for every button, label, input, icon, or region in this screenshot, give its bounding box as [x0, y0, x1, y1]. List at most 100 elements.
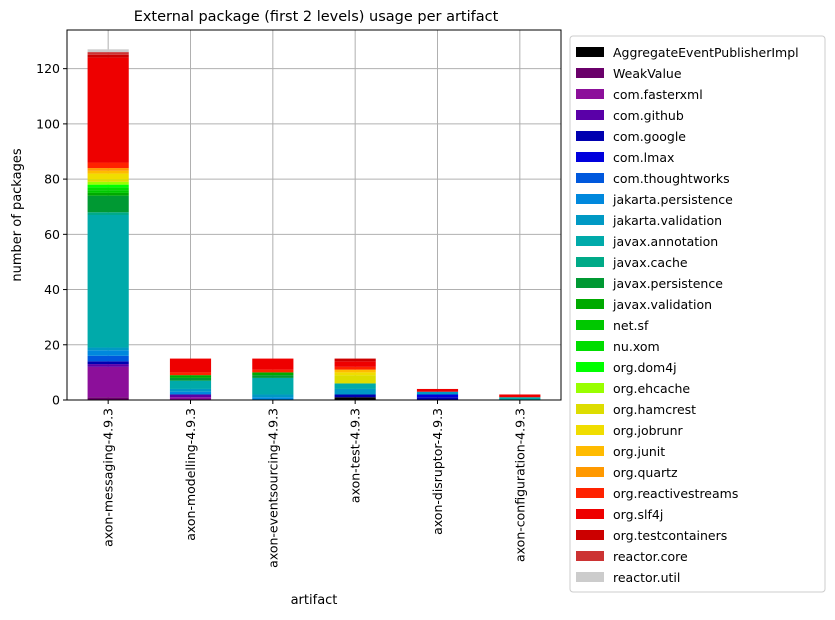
y-tick-label: 0 [52, 393, 60, 408]
legend-label: org.hamcrest [613, 402, 696, 417]
legend-label: javax.annotation [612, 234, 718, 249]
x-axis-label: artifact [291, 593, 338, 608]
x-tick-label: axon-test-4.9.3 [348, 408, 363, 503]
legend-swatch [576, 89, 604, 99]
legend-label: com.google [613, 129, 686, 144]
bar-segment [416, 394, 459, 398]
legend-swatch [576, 341, 604, 351]
legend-label: AggregateEventPublisherImpl [613, 45, 799, 60]
bar-segment [169, 358, 212, 373]
bar-segment [252, 397, 294, 400]
legend-swatch [576, 467, 604, 477]
bar-segment [87, 355, 129, 362]
bar-segment [499, 397, 541, 400]
legend-swatch [576, 404, 604, 414]
x-tick-label: axon-configuration-4.9.3 [512, 408, 527, 562]
bar-segment [87, 195, 129, 213]
bar-segment [169, 372, 212, 376]
legend-swatch [576, 488, 604, 498]
bar-segment [334, 394, 376, 398]
bar-segment [87, 168, 129, 171]
chart-title: External package (first 2 levels) usage … [134, 9, 499, 25]
y-tick-label: 100 [36, 116, 60, 131]
bar-segment [87, 57, 129, 163]
y-tick-label: 60 [44, 227, 60, 242]
legend-box [569, 35, 826, 593]
bar-segment [334, 361, 376, 367]
bar-segment [334, 358, 376, 362]
bar-segment [416, 391, 459, 395]
bar-segment [334, 366, 376, 370]
bar-segment [334, 388, 376, 395]
legend-swatch [576, 530, 604, 540]
bar-segment [334, 397, 376, 400]
bar-segment [416, 397, 459, 400]
bar-segment [87, 170, 129, 174]
x-tick-label: axon-eventsourcing-4.9.3 [265, 408, 280, 568]
legend-swatch [576, 362, 604, 372]
legend-label: com.fasterxml [613, 87, 703, 102]
bar-segment [334, 372, 376, 376]
legend-swatch [576, 173, 604, 183]
x-tick-label: axon-modelling-4.9.3 [183, 408, 198, 541]
bar-segment [169, 391, 212, 395]
legend-swatch [576, 320, 604, 330]
legend-swatch [576, 257, 604, 267]
bar-segment [252, 372, 294, 376]
bar-segment [252, 358, 294, 370]
x-axis: axon-messaging-4.9.3 axon-modelling-4.9.3… [101, 400, 527, 568]
bar-segment [87, 350, 129, 356]
legend-swatch [576, 110, 604, 120]
bar-segment [87, 54, 129, 58]
y-tick-label: 80 [44, 172, 60, 187]
bar-segment [334, 383, 376, 389]
bar-segment [169, 377, 212, 381]
bar-segment [87, 366, 129, 398]
bar-segment [252, 375, 294, 378]
legend-swatch [576, 278, 604, 288]
legend-label: org.junit [613, 444, 665, 459]
legend-swatch [576, 383, 604, 393]
legend-swatch [576, 215, 604, 225]
legend-swatch [576, 68, 604, 78]
legend-swatch [576, 47, 604, 57]
bar-segment [87, 347, 129, 351]
bar-segment [169, 380, 212, 389]
legend-label: org.reactivestreams [613, 486, 738, 501]
legend-label: org.jobrunr [613, 423, 684, 438]
bar-segment [252, 394, 294, 398]
legend-label: WeakValue [613, 66, 682, 81]
y-tick-label: 20 [44, 337, 60, 352]
legend-label: net.sf [613, 318, 649, 333]
legend-label: com.lmax [613, 150, 674, 165]
bar-segment [87, 179, 129, 182]
bar-segment [87, 212, 129, 215]
bar-segment [87, 190, 129, 193]
legend-label: com.github [613, 108, 684, 123]
legend-label: org.ehcache [613, 381, 690, 396]
bar-segment [87, 192, 129, 196]
plot-frame [66, 29, 562, 401]
legend-label: org.slf4j [613, 507, 663, 522]
bar-segment [87, 52, 129, 55]
bar-segment [169, 397, 212, 400]
legend-swatch [576, 446, 604, 456]
y-axis-label: number of packages [10, 148, 25, 281]
legend-label: javax.cache [612, 255, 688, 270]
legend-label: javax.validation [612, 297, 712, 312]
x-tick-label: axon-messaging-4.9.3 [101, 408, 116, 547]
bar-segment [87, 215, 129, 348]
bar-segment [334, 369, 376, 373]
y-axis: 0 20 40 60 80 100 120 [36, 61, 67, 408]
bar-segment [87, 181, 129, 185]
bar-segment [416, 388, 459, 392]
legend-label: jakarta.validation [612, 213, 722, 228]
legend-label: org.dom4j [613, 360, 677, 375]
bars [87, 49, 541, 400]
bar-segment [87, 361, 129, 365]
legend-label: javax.persistence [612, 276, 723, 291]
legend-swatch [576, 131, 604, 141]
legend-swatch [576, 194, 604, 204]
